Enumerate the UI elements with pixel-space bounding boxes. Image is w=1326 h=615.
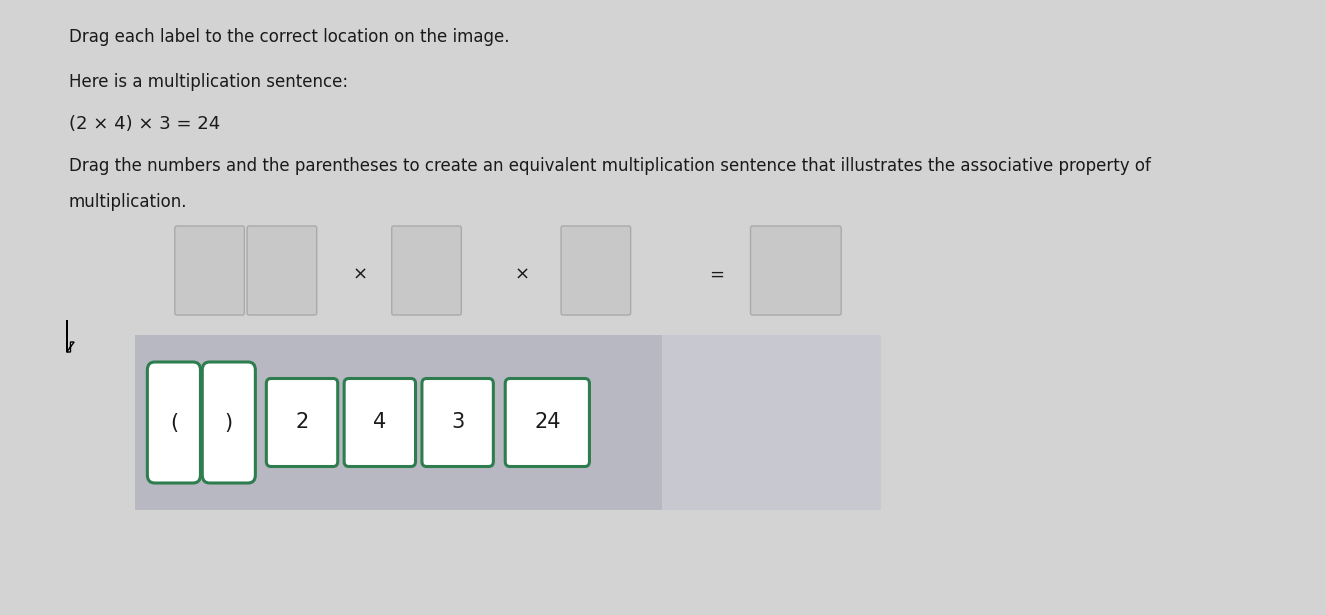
FancyBboxPatch shape — [662, 335, 882, 510]
Text: 3: 3 — [451, 413, 464, 432]
Text: 24: 24 — [534, 413, 561, 432]
FancyBboxPatch shape — [391, 226, 461, 315]
FancyBboxPatch shape — [247, 226, 317, 315]
Text: (2 × 4) × 3 = 24: (2 × 4) × 3 = 24 — [69, 115, 220, 133]
Text: =: = — [709, 266, 724, 284]
Text: (: ( — [170, 413, 178, 432]
Text: Here is a multiplication sentence:: Here is a multiplication sentence: — [69, 73, 347, 91]
Text: ): ) — [224, 413, 233, 432]
Text: ×: × — [353, 266, 367, 284]
FancyBboxPatch shape — [0, 0, 1213, 615]
FancyBboxPatch shape — [147, 362, 200, 483]
Text: Drag each label to the correct location on the image.: Drag each label to the correct location … — [69, 28, 509, 46]
FancyBboxPatch shape — [345, 378, 415, 467]
Text: multiplication.: multiplication. — [69, 193, 187, 211]
Polygon shape — [66, 320, 74, 352]
Text: Drag the numbers and the parentheses to create an equivalent multiplication sent: Drag the numbers and the parentheses to … — [69, 157, 1151, 175]
FancyBboxPatch shape — [175, 226, 244, 315]
FancyBboxPatch shape — [561, 226, 631, 315]
FancyBboxPatch shape — [751, 226, 841, 315]
FancyBboxPatch shape — [203, 362, 256, 483]
FancyBboxPatch shape — [135, 335, 662, 510]
FancyBboxPatch shape — [422, 378, 493, 467]
Text: 2: 2 — [296, 413, 309, 432]
Text: ×: × — [514, 266, 529, 284]
Text: 4: 4 — [373, 413, 386, 432]
FancyBboxPatch shape — [505, 378, 590, 467]
FancyBboxPatch shape — [267, 378, 338, 467]
